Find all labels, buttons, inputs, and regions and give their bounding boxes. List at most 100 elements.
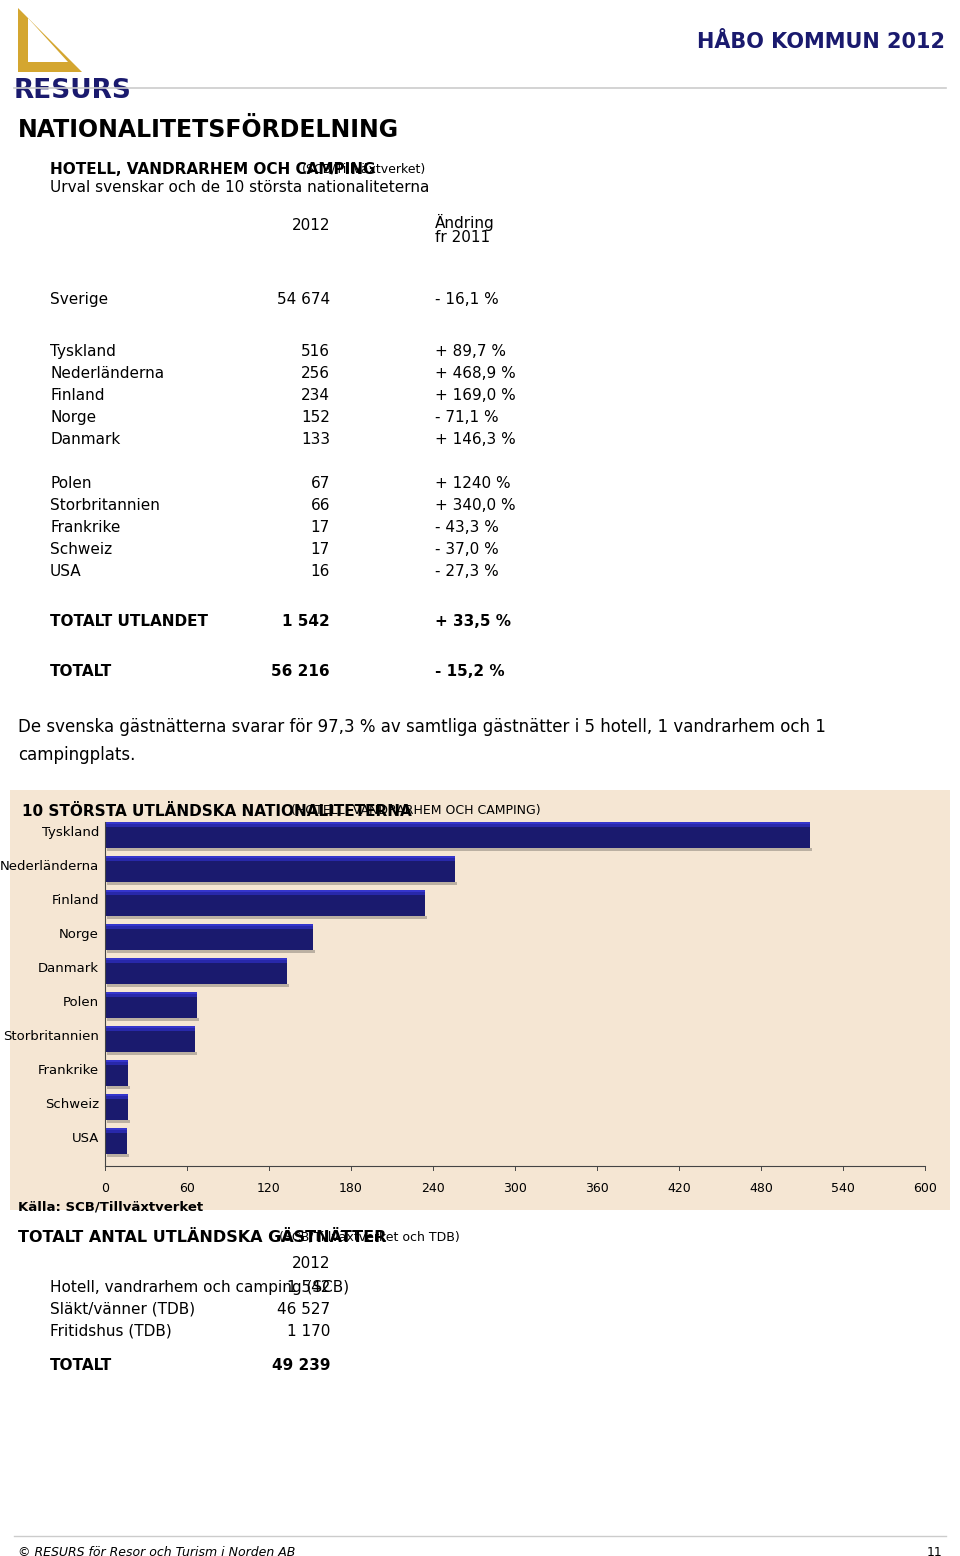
Text: Schweiz: Schweiz <box>50 541 112 557</box>
Bar <box>107 848 812 851</box>
Text: 516: 516 <box>301 344 330 359</box>
Text: - 71,1 %: - 71,1 % <box>435 409 498 425</box>
Text: 2012: 2012 <box>292 1256 330 1271</box>
Text: 300: 300 <box>503 1183 527 1195</box>
Text: - 15,2 %: - 15,2 % <box>435 664 505 678</box>
Text: Tyskland: Tyskland <box>41 826 99 839</box>
Text: Schweiz: Schweiz <box>45 1099 99 1111</box>
Bar <box>105 822 810 826</box>
Text: - 27,3 %: - 27,3 % <box>435 563 499 579</box>
Text: RESURS: RESURS <box>14 78 132 104</box>
Bar <box>105 1094 129 1095</box>
Bar <box>105 924 313 929</box>
Bar <box>105 1060 129 1064</box>
Text: 11: 11 <box>926 1547 942 1556</box>
Bar <box>105 958 287 960</box>
Text: - 37,0 %: - 37,0 % <box>435 541 499 557</box>
Text: 180: 180 <box>339 1183 363 1195</box>
Bar <box>107 1155 129 1158</box>
Text: Nederländerna: Nederländerna <box>50 366 164 381</box>
Text: 120: 120 <box>257 1183 281 1195</box>
Text: Källa: SCB/Tillväxtverket: Källa: SCB/Tillväxtverket <box>18 1200 204 1214</box>
Text: 540: 540 <box>831 1183 855 1195</box>
Bar <box>105 958 287 983</box>
Text: + 468,9 %: + 468,9 % <box>435 366 516 381</box>
Text: + 146,3 %: + 146,3 % <box>435 433 516 447</box>
Text: Ändring: Ändring <box>435 215 494 230</box>
Text: 1 542: 1 542 <box>282 615 330 629</box>
Bar <box>107 1086 131 1089</box>
Bar <box>105 1128 127 1130</box>
Text: USA: USA <box>72 1133 99 1145</box>
Text: 16: 16 <box>311 563 330 579</box>
Bar <box>105 1128 127 1133</box>
Polygon shape <box>28 19 68 62</box>
Text: campingplats.: campingplats. <box>18 745 135 764</box>
Text: Fritidshus (TDB): Fritidshus (TDB) <box>50 1324 172 1340</box>
Bar <box>105 856 455 860</box>
Text: 49 239: 49 239 <box>272 1358 330 1372</box>
Text: fr 2011: fr 2011 <box>435 230 491 244</box>
Text: Urval svenskar och de 10 största nationaliteterna: Urval svenskar och de 10 största nationa… <box>50 180 429 194</box>
Text: 17: 17 <box>311 541 330 557</box>
Bar <box>107 1018 199 1021</box>
Bar <box>105 1025 195 1029</box>
Text: TOTALT UTLANDET: TOTALT UTLANDET <box>50 615 208 629</box>
Text: Hotell, vandrarhem och camping (SCB): Hotell, vandrarhem och camping (SCB) <box>50 1281 349 1295</box>
Text: HÅBO KOMMUN 2012: HÅBO KOMMUN 2012 <box>697 33 945 51</box>
Text: 54 674: 54 674 <box>276 293 330 307</box>
Text: (SCB/Tillväxtverket och TDB): (SCB/Tillväxtverket och TDB) <box>276 1229 460 1243</box>
Text: Norge: Norge <box>50 409 96 425</box>
Text: 1 170: 1 170 <box>287 1324 330 1340</box>
Text: + 340,0 %: + 340,0 % <box>435 498 516 513</box>
Bar <box>105 856 455 882</box>
Bar <box>105 1094 129 1120</box>
Text: + 33,5 %: + 33,5 % <box>435 615 511 629</box>
Bar <box>105 993 197 994</box>
Bar <box>105 1060 129 1063</box>
Bar <box>105 890 424 892</box>
Text: 480: 480 <box>749 1183 773 1195</box>
Text: Danmark: Danmark <box>38 963 99 976</box>
Text: 17: 17 <box>311 520 330 535</box>
Text: 234: 234 <box>301 387 330 403</box>
Text: Storbritannien: Storbritannien <box>50 498 160 513</box>
Text: 256: 256 <box>301 366 330 381</box>
Text: + 1240 %: + 1240 % <box>435 476 511 492</box>
Bar <box>105 958 287 963</box>
Text: 66: 66 <box>310 498 330 513</box>
Text: + 89,7 %: + 89,7 % <box>435 344 506 359</box>
Bar <box>107 983 289 987</box>
Bar <box>105 890 424 916</box>
Text: 600: 600 <box>913 1183 937 1195</box>
Text: USA: USA <box>50 563 82 579</box>
Text: 2012: 2012 <box>292 218 330 233</box>
Text: 420: 420 <box>667 1183 691 1195</box>
Text: NATIONALITETSFÖRDELNING: NATIONALITETSFÖRDELNING <box>18 118 399 142</box>
Text: TOTALT: TOTALT <box>50 1358 112 1372</box>
Polygon shape <box>18 8 82 72</box>
Text: Polen: Polen <box>62 996 99 1010</box>
Text: HOTELL, VANDRARHEM OCH CAMPING: HOTELL, VANDRARHEM OCH CAMPING <box>50 162 375 177</box>
Text: + 169,0 %: + 169,0 % <box>435 387 516 403</box>
Bar <box>105 890 424 895</box>
Text: Nederländerna: Nederländerna <box>0 860 99 873</box>
Bar <box>105 856 455 857</box>
Bar <box>105 822 810 825</box>
Bar <box>107 916 427 920</box>
Text: Polen: Polen <box>50 476 91 492</box>
Bar <box>105 993 197 997</box>
Text: 152: 152 <box>301 409 330 425</box>
Text: 56 216: 56 216 <box>272 664 330 678</box>
Text: 0: 0 <box>101 1183 109 1195</box>
Bar <box>107 1120 131 1123</box>
Text: TOTALT ANTAL UTLÄNDSKA GÄSTNÄTTER: TOTALT ANTAL UTLÄNDSKA GÄSTNÄTTER <box>18 1229 386 1245</box>
Bar <box>105 1025 195 1032</box>
Bar <box>105 924 313 926</box>
Text: TOTALT: TOTALT <box>50 664 112 678</box>
Text: 46 527: 46 527 <box>276 1302 330 1316</box>
Text: 67: 67 <box>311 476 330 492</box>
Text: 133: 133 <box>300 433 330 447</box>
Text: Frankrike: Frankrike <box>50 520 120 535</box>
Text: 10 STÖRSTA UTLÄNDSKA NATIONALITETERNA: 10 STÖRSTA UTLÄNDSKA NATIONALITETERNA <box>22 804 412 818</box>
